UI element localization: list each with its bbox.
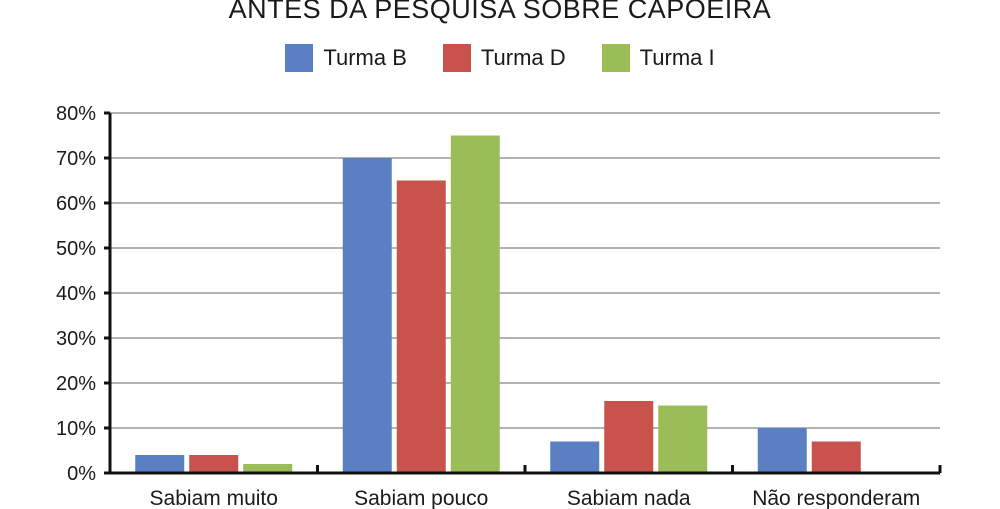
y-tick-label: 80% (56, 103, 96, 125)
legend-item-turma-b: Turma B (285, 44, 407, 72)
y-tick-label: 70% (56, 148, 96, 170)
bar (757, 428, 807, 473)
bar (342, 158, 392, 473)
y-tick-label: 60% (56, 193, 96, 215)
legend: Turma B Turma D Turma I (0, 44, 1000, 72)
x-tick-label: Não responderam (752, 487, 920, 509)
legend-swatch-turma-b (285, 44, 314, 72)
bar (811, 441, 861, 473)
legend-label-turma-i: Turma I (639, 45, 715, 70)
y-tick-label: 20% (56, 373, 96, 395)
y-tick-label: 40% (56, 283, 96, 305)
legend-label-turma-d: Turma D (480, 45, 566, 70)
legend-swatch-turma-i (601, 44, 630, 72)
x-tick-label: Sabiam muito (150, 487, 278, 509)
legend-swatch-turma-d (442, 44, 471, 72)
legend-item-turma-i: Turma I (601, 44, 715, 72)
bar (396, 180, 446, 473)
y-tick-label: 30% (56, 328, 96, 350)
x-tick-label: Sabiam nada (567, 487, 691, 509)
legend-item-turma-d: Turma D (442, 44, 566, 72)
y-tick-label: 0% (67, 463, 96, 485)
y-tick-label: 50% (56, 238, 96, 260)
bar (658, 405, 708, 473)
bar (550, 441, 600, 473)
y-tick-label: 10% (56, 418, 96, 440)
bar (243, 464, 293, 473)
bar (135, 455, 185, 473)
bar (189, 455, 239, 473)
bar (604, 401, 654, 473)
x-tick-label: Sabiam pouco (354, 487, 488, 509)
legend-label-turma-b: Turma B (323, 45, 407, 70)
bar (450, 135, 500, 473)
chart-title: ANTES DA PESQUISA SOBRE CAPOEIRA (228, 0, 772, 24)
